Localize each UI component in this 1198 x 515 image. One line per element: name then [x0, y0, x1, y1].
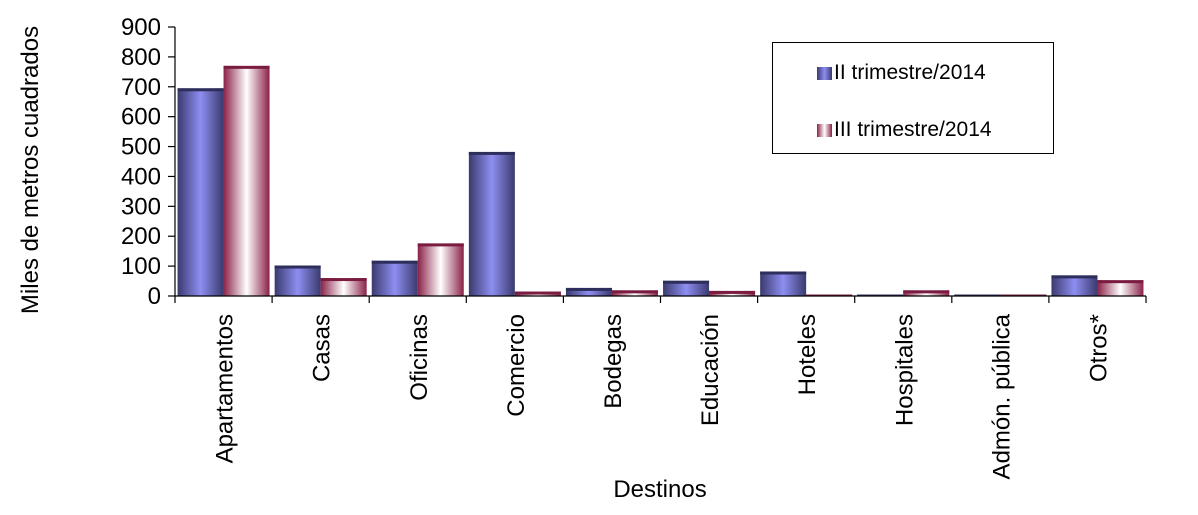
- bar-top-edge-series-1-1: [320, 278, 367, 282]
- bar-top-edge-series-1-3: [514, 291, 561, 295]
- bar-top-edge-series-1-9: [1097, 280, 1144, 284]
- bar-top-edge-series-1-2: [417, 243, 464, 247]
- bar-top-edge-series-0-5: [663, 280, 710, 284]
- bar-top-edge-series-1-6: [806, 294, 853, 296]
- x-tick-label-0: Apartamentos: [212, 314, 239, 463]
- bar-top-edge-series-1-5: [709, 290, 756, 294]
- y-tick-label-6: 600: [121, 104, 161, 131]
- bar-top-edge-series-0-2: [371, 260, 418, 264]
- bar-top-edge-series-1-4: [611, 290, 658, 294]
- bar-series-1-0: [223, 65, 270, 296]
- bar-series-0-4: [565, 287, 612, 296]
- bar-series-0-3: [468, 151, 515, 296]
- x-axis-title: Destinos: [613, 476, 706, 503]
- legend: II trimestre/2014 III trimestre/2014: [772, 42, 1054, 154]
- x-tick-label-8: Admón. pública: [988, 313, 1015, 479]
- bar-top-edge-series-1-7: [903, 290, 950, 294]
- legend-swatch-series-0: [817, 66, 832, 80]
- x-tick-label-7: Hospitales: [891, 314, 918, 426]
- bar-top-edge-series-0-4: [565, 287, 612, 291]
- legend-label-series-1: III trimestre/2014: [834, 118, 992, 141]
- bars-layer: [177, 65, 1144, 297]
- bar-top-edge-series-1-8: [1000, 294, 1047, 296]
- y-tick-label-2: 200: [121, 223, 161, 250]
- y-axis-title: Miles de metros cuadrados: [17, 26, 44, 314]
- bar-series-0-0: [177, 88, 224, 297]
- y-tick-label-7: 700: [121, 74, 161, 101]
- legend-label-series-0: II trimestre/2014: [834, 61, 986, 84]
- bar-series-1-2: [417, 243, 464, 296]
- y-tick-label-0: 0: [148, 283, 161, 310]
- x-tick-label-4: Bodegas: [600, 314, 627, 409]
- y-tick-label-8: 800: [121, 44, 161, 71]
- legend-item-series-0: II trimestre/2014: [817, 61, 986, 85]
- bar-top-edge-series-0-6: [760, 271, 807, 275]
- x-tick-label-9: Otros*: [1085, 314, 1112, 382]
- x-tick-label-3: Comercio: [503, 314, 530, 417]
- bar-series-0-1: [274, 265, 321, 296]
- bar-series-0-9: [1051, 275, 1098, 296]
- bar-series-1-1: [320, 278, 367, 296]
- bar-top-edge-series-0-0: [177, 88, 224, 92]
- y-tick-label-4: 400: [121, 163, 161, 190]
- bar-top-edge-series-1-0: [223, 65, 270, 69]
- y-tick-label-5: 500: [121, 134, 161, 161]
- bar-top-edge-series-0-9: [1051, 275, 1098, 279]
- bar-top-edge-series-0-1: [274, 265, 321, 269]
- x-tick-label-1: Casas: [309, 314, 336, 382]
- x-tick-label-2: Oficinas: [406, 314, 433, 401]
- x-tick-label-6: Hoteles: [794, 314, 821, 395]
- bar-series-1-9: [1097, 280, 1144, 296]
- bar-top-edge-series-0-8: [954, 294, 1001, 296]
- legend-item-series-1: III trimestre/2014: [817, 118, 992, 142]
- bar-top-edge-series-0-3: [468, 151, 515, 155]
- y-tick-label-3: 300: [121, 193, 161, 220]
- y-tick-label-1: 100: [121, 253, 161, 280]
- x-tick-label-5: Educación: [697, 314, 724, 426]
- legend-swatch-series-1: [817, 123, 832, 137]
- bar-series-0-2: [371, 260, 418, 296]
- bar-series-0-5: [663, 280, 710, 296]
- bar-top-edge-series-0-7: [857, 294, 904, 296]
- bar-series-0-6: [760, 271, 807, 296]
- y-tick-label-9: 900: [121, 14, 161, 41]
